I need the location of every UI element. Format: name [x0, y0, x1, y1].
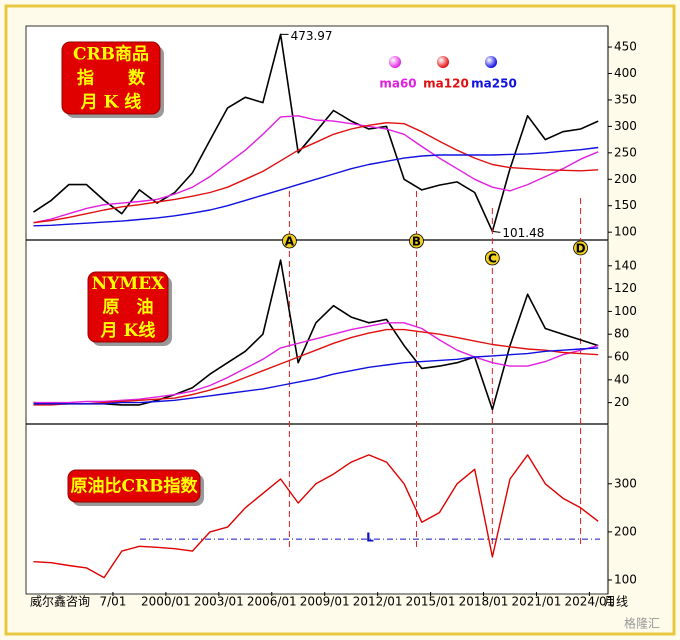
badge	[87, 271, 169, 343]
x-tick-label: 2006/01	[247, 595, 297, 609]
reference-label: L	[366, 531, 374, 545]
y-tick-label: 40	[614, 372, 629, 386]
x-tick-label: 2021/01	[512, 595, 562, 609]
series-line	[33, 322, 599, 404]
badge-text: 月 K 线	[80, 92, 142, 113]
series-line	[33, 347, 599, 405]
x-tick-label: 2024/01	[564, 595, 614, 609]
annotation-leader	[492, 230, 501, 233]
x-tick-label: 7/01	[99, 595, 126, 609]
y-tick-label: 100	[614, 225, 637, 239]
marker-label: D	[576, 242, 586, 256]
y-tick-label: 300	[614, 119, 637, 133]
y-tick-label: 100	[614, 572, 637, 586]
y-tick-label: 100	[614, 304, 637, 318]
marker-dot	[573, 240, 588, 256]
marker-label: A	[285, 235, 295, 249]
y-tick-label: 60	[614, 350, 629, 364]
y-tick-label: 300	[614, 476, 637, 490]
y-tick-label: 250	[614, 145, 637, 159]
y-tick-label: 80	[614, 327, 629, 341]
y-tick-label: 140	[614, 258, 637, 272]
source-label: 威尔鑫咨询	[30, 594, 90, 609]
frame	[4, 4, 676, 636]
x-tick-label: 2000/01	[141, 595, 191, 609]
period-label: 月线	[604, 595, 628, 609]
x-tick-label: 2012/01	[353, 595, 403, 609]
badge-text: 指 数	[77, 68, 146, 89]
y-tick-label: 200	[614, 524, 637, 538]
series-line	[33, 454, 599, 579]
marker-dot	[484, 250, 500, 266]
y-tick-label: 120	[614, 281, 637, 295]
marker-label: C	[488, 252, 497, 266]
marker-label: B	[412, 235, 421, 249]
watermark: 格隆汇	[624, 616, 660, 631]
badge-text: 月 K线	[100, 320, 156, 341]
badge-text: CRB商品	[73, 44, 149, 65]
annotation: 473.97	[291, 29, 333, 43]
series-line	[33, 259, 599, 411]
x-tick-label: 2015/01	[406, 595, 456, 609]
legend-shine	[485, 56, 497, 68]
legend-shine	[437, 56, 449, 68]
series-line	[33, 328, 599, 406]
x-tick-label: 2009/01	[300, 595, 350, 609]
badge-text: 原油比CRB指数	[70, 476, 198, 497]
legend-shine	[389, 56, 401, 68]
series-line	[33, 122, 599, 224]
badge	[61, 41, 161, 115]
y-tick-label: 350	[614, 92, 637, 106]
y-tick-label: 450	[614, 40, 637, 54]
badge-text: NYMEX	[92, 274, 165, 294]
y-tick-label: 20	[614, 395, 629, 409]
marker-dot	[409, 233, 424, 249]
y-tick-label: 150	[614, 198, 637, 212]
annotation: 101.48	[502, 226, 544, 240]
marker-dot	[282, 233, 297, 249]
badge-text: 原 油	[103, 297, 154, 318]
series-line	[33, 146, 599, 227]
x-tick-label: 2003/01	[194, 595, 244, 609]
legend-label: ma250	[471, 77, 517, 91]
x-tick-label: 2018/01	[459, 595, 509, 609]
series-line	[33, 115, 599, 224]
y-tick-label: 400	[614, 66, 637, 80]
legend-label: ma60	[379, 77, 416, 91]
badge	[67, 469, 201, 503]
y-tick-label: 200	[614, 172, 637, 186]
legend-label: ma120	[423, 77, 469, 91]
